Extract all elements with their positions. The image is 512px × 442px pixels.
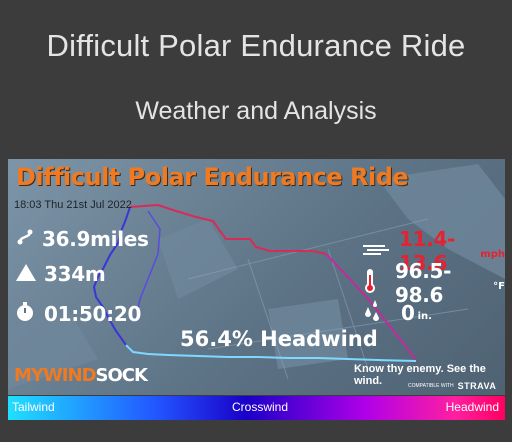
ride-summary-card: Difficult Polar Endurance Ride 18:03 Thu… — [8, 159, 505, 395]
thermometer-icon — [363, 269, 377, 297]
legend-tailwind: Tailwind — [12, 400, 55, 414]
temperature-value: 96.5-98.6 — [395, 259, 452, 307]
wind-speed-value: 11.4-13.6 — [399, 227, 456, 275]
elevation-stat: 334m — [16, 262, 106, 286]
page-subtitle: Weather and Analysis — [135, 97, 377, 125]
strava-brand: STRAVA — [457, 381, 497, 391]
page-title: Difficult Polar Endurance Ride — [46, 28, 466, 63]
rain-stat: 0 in. — [363, 300, 432, 326]
legend-crosswind: Crosswind — [232, 400, 289, 414]
legend-headwind: Headwind — [445, 400, 499, 414]
duration-value: 01:50:20 — [44, 302, 142, 326]
card-title: Difficult Polar Endurance Ride — [16, 163, 409, 191]
mywindsock-logo: MYWINDSOCK — [14, 365, 148, 386]
rain-value: 0 — [401, 301, 415, 325]
compatible-text: COMPATIBLE WITH — [408, 383, 454, 389]
elevation-value: 334m — [44, 262, 106, 286]
headwind-percentage: 56.4% Headwind — [180, 327, 378, 351]
strava-badge: COMPATIBLE WITH STRAVA — [408, 381, 496, 391]
rain-unit: in. — [417, 310, 432, 322]
ride-datetime: 18:03 Thu 21st Jul 2022 — [14, 199, 132, 211]
temperature-stat: 96.5-98.6 °F — [363, 259, 505, 307]
wind-unit: mph — [480, 248, 505, 260]
wind-stat: 11.4-13.6 mph — [363, 227, 505, 275]
raindrops-icon — [363, 300, 381, 326]
route-icon — [16, 228, 34, 250]
map-background — [8, 164, 505, 389]
temperature-unit: °F — [493, 280, 505, 292]
wind-legend-bar: Tailwind Crosswind Headwind — [8, 396, 505, 420]
wind-icon — [363, 242, 389, 261]
stopwatch-icon — [16, 302, 34, 326]
duration-stat: 01:50:20 — [16, 302, 141, 326]
distance-stat: 36.9miles — [16, 227, 149, 251]
distance-value: 36.9miles — [42, 227, 149, 251]
tagline: Know thy enemy. See the wind. — [354, 363, 486, 387]
route-path — [92, 203, 417, 362]
mountain-icon — [16, 263, 36, 285]
